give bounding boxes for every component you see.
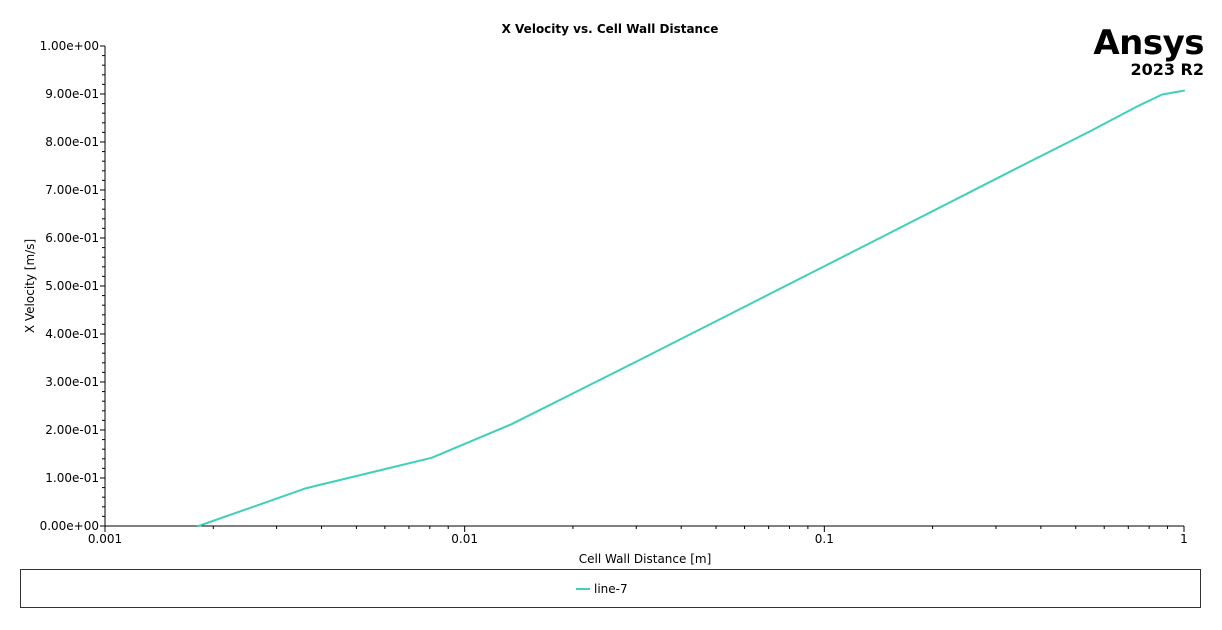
y-tick-label: 2.00e-01 <box>45 423 99 437</box>
x-tick-label: 0.01 <box>451 532 478 546</box>
y-tick-label: 0.00e+00 <box>40 519 99 533</box>
y-tick-label: 1.00e+00 <box>40 39 99 53</box>
logo-name: Ansys <box>1093 23 1204 63</box>
x-tick-label: 0.1 <box>815 532 834 546</box>
legend: line-7 <box>20 569 1201 608</box>
chart-title: X Velocity vs. Cell Wall Distance <box>502 22 719 36</box>
y-tick-label: 7.00e-01 <box>45 183 99 197</box>
series-line-line-7 <box>197 89 1185 527</box>
legend-label: line-7 <box>594 582 628 596</box>
y-tick-label: 5.00e-01 <box>45 279 99 293</box>
x-tick-label: 1 <box>1180 532 1188 546</box>
y-tick-label: 3.00e-01 <box>45 375 99 389</box>
y-axis-label: X Velocity [m/s] <box>23 239 37 333</box>
x-tick-label: 0.001 <box>88 532 122 546</box>
y-tick-label: 9.00e-01 <box>45 87 99 101</box>
ansys-logo: Ansys 2023 R2 <box>1093 26 1204 78</box>
logo-version: 2023 R2 <box>1130 60 1204 79</box>
y-tick-label: 8.00e-01 <box>45 135 99 149</box>
y-tick-label: 4.00e-01 <box>45 327 99 341</box>
y-tick-label: 6.00e-01 <box>45 231 99 245</box>
series-layer <box>197 89 1185 527</box>
axes: 0.00e+00 1.00e-01 2.00e-01 3.00e-01 4.00e-01… <box>40 39 1188 546</box>
legend-swatch <box>576 588 590 590</box>
x-axis-label: Cell Wall Distance [m] <box>579 552 712 566</box>
legend-entry[interactable]: line-7 <box>576 582 628 596</box>
y-tick-label: 1.00e-01 <box>45 471 99 485</box>
